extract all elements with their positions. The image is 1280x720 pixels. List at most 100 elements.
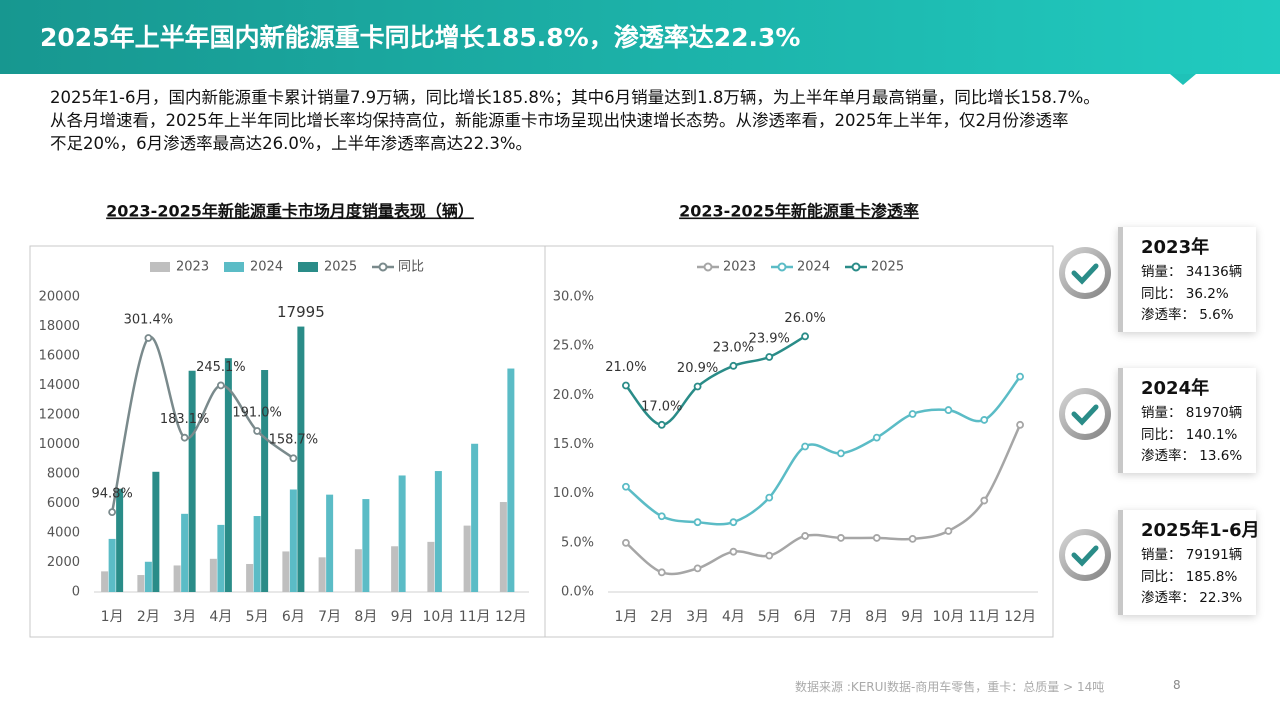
card-row: 同比： 36.2% bbox=[1141, 284, 1256, 306]
series-line bbox=[625, 375, 1022, 526]
y-tick-label: 0 bbox=[72, 585, 80, 600]
summary-card: 2023年 销量： 34136辆 同比： 36.2% 渗透率： 5.6% bbox=[1118, 227, 1256, 332]
card-label: 同比： bbox=[1141, 568, 1182, 585]
bar bbox=[224, 358, 232, 592]
legend-label: 同比 bbox=[398, 260, 424, 275]
data-label: 245.1% bbox=[196, 360, 246, 375]
card-row: 同比： 185.8% bbox=[1141, 567, 1256, 589]
summary-card: 2024年 销量： 81970辆 同比： 140.1% 渗透率： 13.6% bbox=[1118, 368, 1256, 473]
line-point bbox=[837, 449, 845, 458]
line-point bbox=[108, 508, 117, 516]
x-tick-label: 1月 bbox=[101, 609, 124, 625]
bar bbox=[434, 471, 442, 592]
card-row: 渗透率： 22.3% bbox=[1141, 588, 1256, 610]
data-label: 17995 bbox=[277, 303, 325, 321]
y-tick-label: 16000 bbox=[39, 349, 80, 364]
y-tick-label: 10000 bbox=[39, 437, 80, 452]
bar bbox=[152, 471, 160, 592]
bar bbox=[297, 326, 305, 592]
bar bbox=[354, 549, 362, 592]
y-tick-label: 18000 bbox=[39, 319, 80, 334]
bar bbox=[463, 525, 471, 592]
line-point bbox=[1016, 372, 1024, 381]
card-row: 渗透率： 13.6% bbox=[1141, 446, 1256, 468]
line-point bbox=[622, 381, 630, 390]
card-value: 13.6% bbox=[1199, 448, 1243, 464]
line-point bbox=[729, 361, 738, 370]
paragraph-line: 不足20%，6月渗透率最高达26.0%，上半年渗透率高达22.3%。 bbox=[50, 134, 533, 153]
legend-swatch bbox=[703, 262, 713, 272]
line-point bbox=[729, 518, 738, 527]
paragraph-line: 从各月增速看，2025年上半年同比增长率均保持高位，新能源重卡市场呈现出快速增长… bbox=[50, 111, 1069, 130]
bar bbox=[173, 565, 181, 592]
line-point bbox=[693, 382, 702, 391]
line-point bbox=[980, 496, 989, 505]
line-point bbox=[872, 433, 881, 442]
line-point bbox=[872, 534, 881, 542]
line-point bbox=[622, 538, 630, 547]
line-point bbox=[657, 568, 666, 577]
data-label: 183.1% bbox=[160, 412, 210, 427]
card-value: 22.3% bbox=[1199, 590, 1243, 606]
line-point bbox=[253, 427, 262, 435]
bar bbox=[188, 370, 196, 592]
bar bbox=[391, 546, 399, 592]
card-label: 销量： bbox=[1141, 547, 1182, 563]
x-tick-label: 10月 bbox=[422, 609, 454, 625]
y-tick-label: 30.0% bbox=[553, 290, 594, 305]
legend-swatch bbox=[150, 262, 170, 272]
card-row: 销量： 79191辆 bbox=[1141, 545, 1256, 567]
x-tick-label: 9月 bbox=[901, 609, 924, 625]
chart-title: 2023-2025年新能源重卡渗透率 bbox=[679, 202, 919, 221]
x-tick-label: 9月 bbox=[391, 609, 414, 625]
line-point bbox=[765, 493, 774, 502]
y-tick-label: 14000 bbox=[39, 378, 80, 393]
data-label: 158.7% bbox=[269, 433, 319, 448]
line-point bbox=[657, 420, 666, 429]
line-point bbox=[801, 532, 809, 540]
data-label: 20.9% bbox=[677, 361, 718, 376]
x-tick-label: 11月 bbox=[968, 609, 1000, 625]
line-point bbox=[729, 547, 738, 556]
bar bbox=[427, 541, 435, 592]
legend-label: 2024 bbox=[250, 260, 283, 275]
bar bbox=[181, 513, 189, 592]
line-point bbox=[693, 564, 702, 573]
bar bbox=[137, 575, 145, 592]
check-icon bbox=[1059, 247, 1111, 299]
y-tick-label: 2000 bbox=[47, 555, 80, 570]
summary-card: 2025年1-6月 销量： 79191辆 同比： 185.8% 渗透率： 22.… bbox=[1118, 510, 1260, 615]
x-tick-label: 4月 bbox=[722, 609, 745, 625]
data-label: 191.0% bbox=[232, 406, 282, 421]
card-row: 销量： 34136辆 bbox=[1141, 262, 1256, 284]
x-tick-label: 1月 bbox=[614, 609, 637, 625]
y-tick-label: 25.0% bbox=[553, 339, 594, 354]
card-row: 同比： 140.1% bbox=[1141, 425, 1256, 447]
line-point bbox=[908, 410, 917, 418]
line-point bbox=[765, 551, 774, 560]
y-tick-label: 0.0% bbox=[561, 585, 594, 600]
card-value: 5.6% bbox=[1199, 307, 1234, 323]
card-row: 销量： 81970辆 bbox=[1141, 403, 1256, 425]
legend-swatch bbox=[851, 262, 861, 272]
x-tick-label: 3月 bbox=[173, 609, 196, 625]
data-label: 94.8% bbox=[91, 487, 132, 502]
y-tick-label: 4000 bbox=[47, 526, 80, 541]
x-tick-label: 8月 bbox=[354, 609, 377, 625]
y-tick-label: 12000 bbox=[39, 408, 80, 423]
x-tick-label: 12月 bbox=[495, 609, 527, 625]
legend-label: 2025 bbox=[324, 260, 357, 275]
card-value: 34136辆 bbox=[1185, 264, 1243, 280]
line-point bbox=[801, 332, 809, 341]
card-label: 同比： bbox=[1141, 426, 1182, 443]
legend-label: 2025 bbox=[871, 260, 904, 275]
card-title: 2024年 bbox=[1141, 378, 1210, 399]
data-label: 23.0% bbox=[713, 340, 754, 355]
line-point bbox=[837, 534, 845, 542]
card-value: 36.2% bbox=[1185, 285, 1229, 302]
card-label: 渗透率： bbox=[1141, 590, 1195, 606]
x-tick-label: 10月 bbox=[933, 609, 965, 625]
legend-swatch bbox=[378, 262, 388, 272]
